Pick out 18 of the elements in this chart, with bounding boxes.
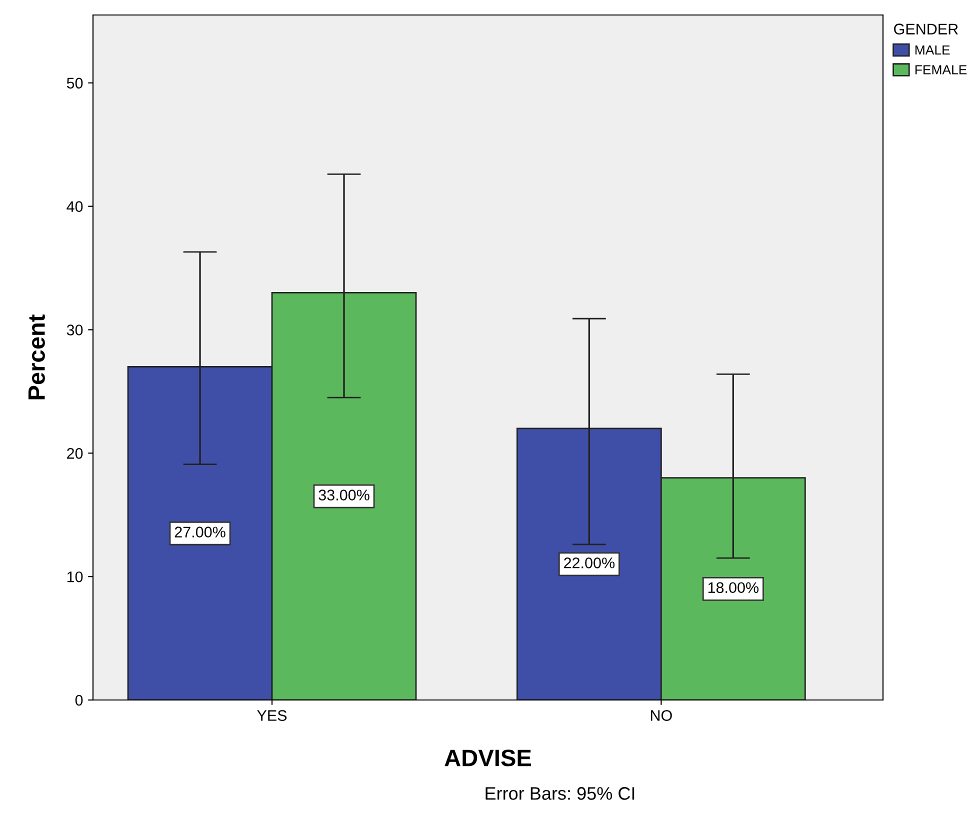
data-label: 27.00% xyxy=(174,526,226,538)
legend-label: FEMALE xyxy=(915,65,967,74)
text: Error Bars: 95% CI xyxy=(486,787,634,800)
data-label: 22.00% xyxy=(564,558,615,568)
x-axis-title: ADVISE xyxy=(444,750,532,766)
y-tick-label: 50 xyxy=(66,78,83,89)
y-tick-label: 40 xyxy=(66,201,83,212)
legend-label: MALE xyxy=(915,45,950,55)
data-label: 18.00% xyxy=(708,582,759,594)
x-tick-label: NO xyxy=(650,710,672,721)
x-tick-label: YES xyxy=(257,710,287,721)
y-tick-label: 10 xyxy=(67,571,83,582)
y-tick-label: 30 xyxy=(66,324,83,336)
data-label: 33.00% xyxy=(318,490,370,500)
y-tick-label: 0 xyxy=(75,694,83,706)
legend-title: GENDER xyxy=(894,24,958,34)
y-tick-label: 20 xyxy=(67,448,83,459)
y-axis-title: Percent xyxy=(28,314,45,400)
